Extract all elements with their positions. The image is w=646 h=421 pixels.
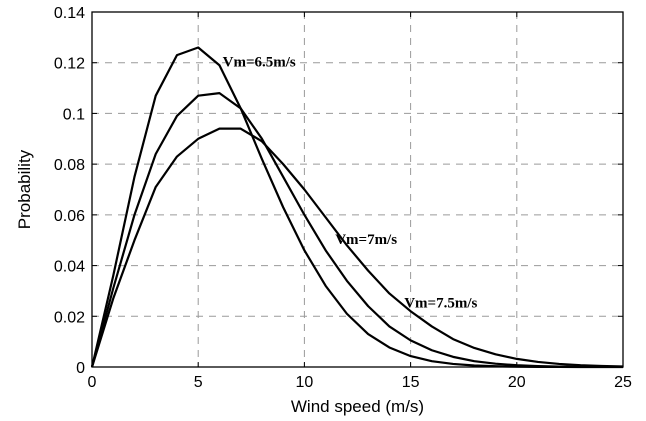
y-tick-label: 0.1 <box>63 106 85 123</box>
series-line-2 <box>90 92 624 369</box>
x-tick-label: 5 <box>194 374 203 391</box>
y-tick-label: 0.04 <box>54 259 85 276</box>
y-tick-label: 0.02 <box>54 309 85 326</box>
y-tick-label: 0.14 <box>54 5 85 22</box>
gridlines <box>92 12 623 367</box>
y-tick-labels: 0 0.02 0.04 0.06 0.08 0.1 0.12 0.14 <box>54 5 85 377</box>
x-tick-label: 0 <box>88 374 97 391</box>
x-tick-labels: 0 5 10 15 20 25 <box>88 374 632 391</box>
x-tick-label: 15 <box>402 374 420 391</box>
y-tick-label: 0.08 <box>54 157 85 174</box>
x-tick-label: 20 <box>508 374 526 391</box>
x-tick-label: 10 <box>296 374 314 391</box>
series-lines <box>90 46 624 369</box>
series-annotation: Vm=7m/s <box>335 232 397 248</box>
plot-frame <box>91 11 624 368</box>
series-line-1 <box>90 46 623 369</box>
series-annotations: Vm=6.5m/s Vm=7m/s Vm=7.5m/s <box>223 55 478 312</box>
y-tick-label: 0.06 <box>54 208 85 225</box>
series-annotation: Vm=6.5m/s <box>223 55 296 71</box>
axis-ticks <box>91 11 624 368</box>
x-axis-label: Wind speed (m/s) <box>291 397 424 416</box>
y-tick-label: 0 <box>76 360 85 377</box>
series-annotation: Vm=7.5m/s <box>404 295 477 311</box>
x-tick-label: 25 <box>614 374 632 391</box>
y-axis-label: Probability <box>15 149 34 229</box>
y-tick-label: 0.12 <box>54 56 85 73</box>
series-line-3 <box>90 127 624 368</box>
